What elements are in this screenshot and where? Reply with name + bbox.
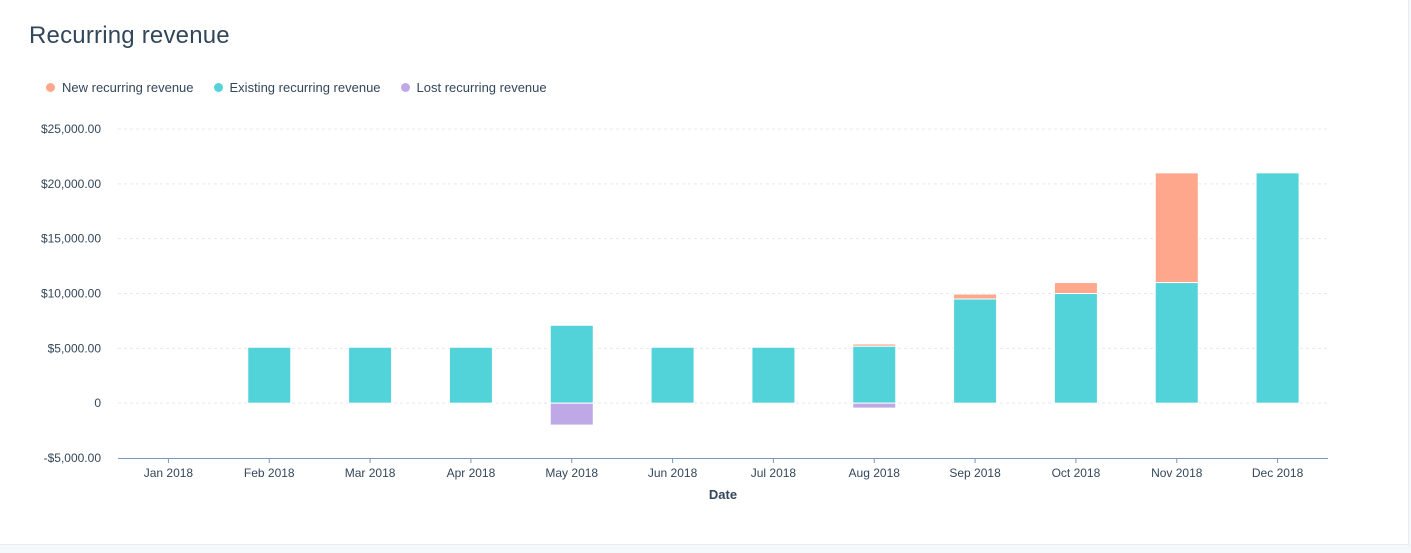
legend-label-new: New recurring revenue: [62, 80, 194, 95]
x-tick-label: Sep 2018: [949, 466, 1001, 480]
legend-dot-existing: [213, 83, 223, 92]
x-tick-label: May 2018: [545, 466, 598, 480]
x-tick-label: Dec 2018: [1252, 466, 1304, 480]
bar[interactable]: [1255, 172, 1300, 404]
bar[interactable]: [953, 293, 998, 300]
y-tick-label: $5,000.00: [48, 341, 102, 355]
bar[interactable]: [852, 343, 897, 347]
legend-label-existing: Existing recurring revenue: [229, 80, 381, 95]
y-tick-label: $15,000.00: [41, 232, 101, 246]
x-tick-label: Mar 2018: [345, 466, 396, 480]
bar[interactable]: [1154, 282, 1199, 404]
legend-dot-lost: [400, 83, 410, 92]
legend-item-new[interactable]: New recurring revenue: [46, 80, 194, 95]
legend-item-lost[interactable]: Lost recurring revenue: [400, 80, 547, 95]
x-tick-label: Feb 2018: [244, 466, 295, 480]
y-tick-label: $20,000.00: [41, 177, 101, 191]
legend-dot-new: [46, 83, 55, 92]
chart-title: Recurring revenue: [29, 22, 230, 49]
x-tick-label: Jun 2018: [648, 466, 698, 480]
x-tick-label: Oct 2018: [1052, 466, 1101, 480]
y-tick-label: $10,000.00: [41, 287, 101, 301]
chart-legend: New recurring revenue Existing recurring…: [46, 80, 567, 95]
bar[interactable]: [348, 346, 393, 404]
bar[interactable]: [448, 346, 493, 404]
x-tick-label: Nov 2018: [1151, 466, 1203, 480]
bar[interactable]: [852, 402, 897, 409]
bar[interactable]: [247, 346, 292, 404]
y-tick-label: 0: [94, 396, 101, 410]
bar[interactable]: [751, 346, 796, 404]
x-tick-label: Jul 2018: [751, 466, 797, 480]
bar[interactable]: [549, 324, 594, 404]
y-tick-label: -$5,000.00: [44, 451, 102, 465]
bar[interactable]: [1053, 293, 1098, 404]
legend-label-lost: Lost recurring revenue: [416, 80, 547, 95]
x-tick-label: Jan 2018: [144, 466, 194, 480]
legend-item-existing[interactable]: Existing recurring revenue: [213, 80, 381, 95]
x-tick-label: Aug 2018: [849, 466, 901, 480]
bar[interactable]: [1053, 282, 1098, 294]
y-tick-label: $25,000.00: [41, 122, 101, 136]
bar[interactable]: [1154, 172, 1199, 284]
bar[interactable]: [650, 346, 695, 404]
x-axis-title: Date: [709, 487, 737, 502]
bar[interactable]: [953, 298, 998, 404]
bar[interactable]: [852, 345, 897, 404]
x-tick-label: Apr 2018: [447, 466, 496, 480]
bar[interactable]: [549, 402, 594, 426]
